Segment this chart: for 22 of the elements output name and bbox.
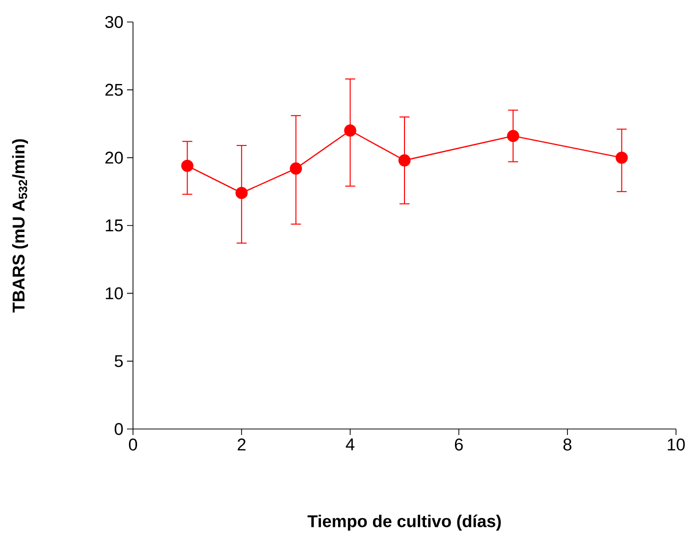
point <box>236 186 248 200</box>
y-tick-label: 0 <box>114 422 123 436</box>
y-tick-label: 20 <box>105 152 123 164</box>
x-axis-title: Tiempo de cultivo (días) <box>308 514 501 531</box>
x-tick-label: 2 <box>238 438 246 450</box>
y-tick-label: 25 <box>105 84 123 96</box>
y-axis-title: TBARS (mU A$_{532}$/min) <box>12 139 28 312</box>
x-tick-label: 8 <box>563 438 572 451</box>
point <box>616 152 628 164</box>
y-tick-label: 10 <box>106 287 123 300</box>
point <box>344 124 356 137</box>
x-tick-label: 6 <box>454 438 463 451</box>
y-tick-label: 5 <box>114 355 123 368</box>
point <box>398 154 411 166</box>
x-tick-label: 4 <box>346 438 354 450</box>
x-tick-label: 10 <box>668 438 685 451</box>
point <box>507 130 520 142</box>
point <box>290 162 302 175</box>
point <box>181 160 194 172</box>
x-tick-label: 0 <box>128 438 138 451</box>
y-tick-label: 30 <box>105 16 123 28</box>
y-tick-label: 15 <box>106 220 123 232</box>
